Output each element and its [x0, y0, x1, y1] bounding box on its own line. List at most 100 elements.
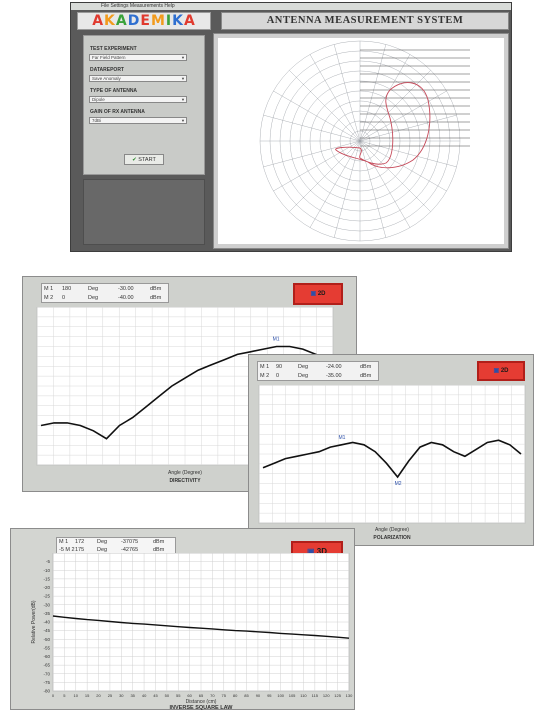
- marker-label: M 2: [44, 295, 54, 301]
- x-tick-label: 80: [233, 693, 238, 698]
- power-vs-distance-curve: [52, 615, 350, 639]
- plot-mode-icon: ▣: [306, 547, 315, 556]
- x-tick-label: 40: [142, 693, 147, 698]
- marker-label: M 1: [44, 286, 54, 292]
- x-tick-label: 125: [334, 693, 341, 698]
- marker-label: M 2: [260, 373, 270, 379]
- y-tick-label: -20: [43, 585, 50, 590]
- field-label-antenna-type: TYPE OF ANTENNA: [90, 88, 138, 94]
- lower-panel: [83, 179, 205, 245]
- x-tick-label: 55: [176, 693, 181, 698]
- x-axis-title: Angle (Degree): [375, 527, 409, 533]
- x-tick-label: 30: [119, 693, 124, 698]
- marker-value: 0: [276, 373, 280, 379]
- start-icon: ✔: [132, 157, 137, 163]
- marker-unit: Deg: [97, 539, 108, 545]
- datareport-select[interactable]: Save Anomaly ▼: [89, 75, 187, 82]
- chevron-down-icon[interactable]: ▼: [181, 55, 185, 60]
- x-tick-label: 110: [300, 693, 307, 698]
- marker-value: -37075: [121, 539, 139, 545]
- marker-value: -35.00: [326, 373, 342, 379]
- y-tick-label: -25: [43, 594, 50, 599]
- y-tick-label: -15: [43, 576, 50, 581]
- y-tick-label: -60: [43, 654, 50, 659]
- polar-pattern-curve: [335, 82, 431, 169]
- settings-panel: TEST EXPERIMENT Far Field Pattern ▼ DATAR…: [83, 35, 205, 175]
- dip-marker-label: M2: [395, 481, 402, 487]
- window-title: ANTENNA MEASUREMENT SYSTEM: [221, 12, 509, 30]
- polarization-curve: [262, 439, 522, 479]
- x-tick-label: 45: [153, 693, 158, 698]
- marker-value: -30.00: [118, 286, 134, 292]
- 2d-mode-button[interactable]: ▣ 2D: [293, 283, 343, 305]
- marker-value: -24.00: [326, 364, 342, 370]
- marker-unit: dBm: [153, 539, 165, 545]
- x-tick-label: 15: [85, 693, 90, 698]
- marker-value: 175: [75, 547, 85, 553]
- marker-unit: dBm: [360, 373, 372, 379]
- chevron-down-icon[interactable]: ▼: [181, 76, 185, 81]
- akademika-logo: AKADEMIKA: [77, 12, 211, 30]
- marker-value: 172: [75, 539, 85, 545]
- y-tick-label: -65: [43, 663, 50, 668]
- y-tick-label: -5: [46, 559, 50, 564]
- polarization-plot: M1 M2 Angle (Degree) POLARIZATION: [258, 385, 526, 541]
- x-tick-label: 65: [199, 693, 204, 698]
- x-tick-label: 50: [165, 693, 170, 698]
- 2d-mode-button[interactable]: ▣ 2D: [477, 361, 525, 381]
- chart-caption: POLARIZATION: [373, 535, 411, 541]
- y-tick-label: -70: [43, 671, 50, 676]
- marker-value: 90: [276, 364, 283, 370]
- y-tick-label: -40: [43, 620, 50, 625]
- x-tick-label: 120: [323, 693, 330, 698]
- marker-readout: M 1 180 Deg -30.00 dBm M 2 0 Deg -40.00 …: [41, 283, 169, 303]
- marker-unit: dBm: [150, 286, 162, 292]
- x-tick-label: 90: [256, 693, 261, 698]
- y-axis-title: Relative Power(dB): [31, 600, 37, 643]
- y-tick-label: -55: [43, 645, 50, 650]
- marker-unit: Deg: [97, 547, 108, 553]
- x-tick-label: 60: [187, 693, 192, 698]
- inverse-square-plot: -5 -10 -15 -20 -25 -30 -35 -40 -45 -50 -55 -60 -65 -7…: [31, 553, 353, 711]
- x-tick-label: 25: [108, 693, 113, 698]
- chart-caption: INVERSE SQUARE LAW: [170, 705, 234, 711]
- x-tick-label: 85: [244, 693, 249, 698]
- marker-readout: M 1 172 Deg -37075 dBm -5 M 2 175 Deg -4…: [56, 537, 176, 555]
- y-tick-label: -80: [43, 689, 50, 694]
- x-tick-label: 5: [63, 693, 66, 698]
- peak-marker-label: M1: [339, 435, 346, 441]
- marker-value: -40.00: [118, 295, 134, 301]
- antenna-app-window: File Settings Measurements Help AKADEMIK…: [70, 2, 512, 252]
- start-button[interactable]: ✔ START: [124, 154, 164, 165]
- x-tick-label: 130: [346, 693, 353, 698]
- x-tick-label: 100: [277, 693, 284, 698]
- chevron-down-icon[interactable]: ▼: [181, 118, 185, 123]
- antenna-type-select[interactable]: Dipole ▼: [89, 96, 187, 103]
- y-tick-label: -75: [43, 680, 50, 685]
- menu-bar[interactable]: File Settings Measurements Help: [71, 3, 511, 10]
- rx-gain-select[interactable]: 7dBi ▼: [89, 117, 187, 124]
- peak-marker-label: M1: [273, 337, 280, 343]
- marker-unit: Deg: [298, 373, 309, 379]
- marker-label: M 1: [59, 539, 69, 545]
- x-tick-label: 10: [74, 693, 79, 698]
- y-tick-label: -35: [43, 611, 50, 616]
- polar-plot-frame: [213, 33, 509, 249]
- marker-unit: Deg: [298, 364, 309, 370]
- test-experiment-select[interactable]: Far Field Pattern ▼: [89, 54, 187, 61]
- x-tick-label: 115: [312, 693, 319, 698]
- marker-unit: dBm: [153, 547, 165, 553]
- field-label-rx-gain: GAIN OF RX ANTENNA: [90, 109, 145, 115]
- marker-label: M 1: [260, 364, 270, 370]
- polarization-chart-window: M 1 90 Deg -24.00 dBm M 2 0 Deg -35.00 d…: [248, 354, 534, 546]
- chart-caption: DIRECTIVITY: [169, 478, 201, 484]
- field-label-datareport: DATAREPORT: [90, 67, 124, 73]
- x-tick-label: 105: [289, 693, 296, 698]
- marker-unit: dBm: [360, 364, 372, 370]
- y-tick-label: -50: [43, 637, 50, 642]
- chevron-down-icon[interactable]: ▼: [181, 97, 185, 102]
- polar-plot-svg: [259, 40, 470, 242]
- marker-value: 0: [62, 295, 66, 301]
- y-tick-label: -45: [43, 628, 50, 633]
- x-axis-title: Distance (cm): [186, 699, 217, 705]
